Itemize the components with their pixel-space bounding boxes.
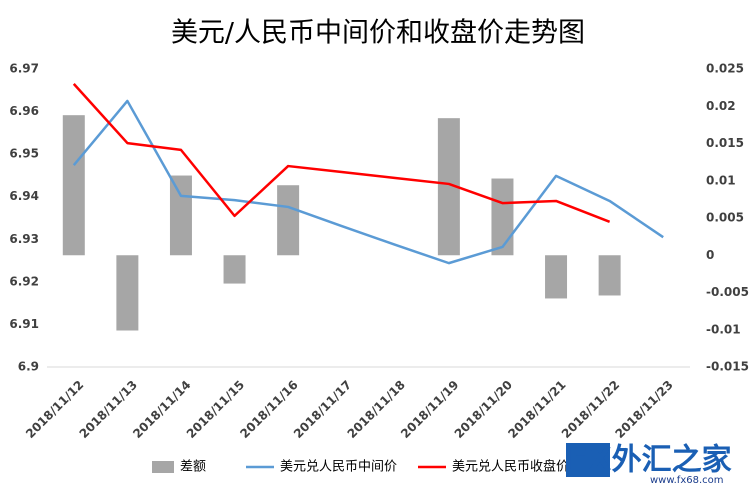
y-tick-label: 6.94 <box>9 189 39 203</box>
watermark-logo <box>566 443 610 477</box>
bar <box>62 115 85 256</box>
legend-label: 差额 <box>180 460 206 475</box>
bar <box>116 255 139 331</box>
y-tick-label: 6.97 <box>9 62 39 76</box>
y-tick-label: 6.95 <box>9 147 39 161</box>
y2-tick-label: 0 <box>706 248 714 262</box>
watermark-brand: FX外汇之家 <box>568 443 732 478</box>
legend-swatch <box>152 461 174 473</box>
line <box>72 83 611 223</box>
chart-title: 美元/人民币中间价和收盘价走势图 <box>171 18 585 49</box>
y-tick-label: 6.96 <box>9 104 39 118</box>
y2-tick-label: -0.015 <box>706 360 749 374</box>
y2-tick-label: 0.015 <box>706 136 744 150</box>
bar <box>545 255 568 299</box>
y2-tick-label: 0.02 <box>706 99 736 113</box>
bar <box>598 255 621 296</box>
y2-tick-label: -0.005 <box>706 285 749 299</box>
legend-label: 美元兑人民币收盘价 <box>452 459 569 475</box>
y-tick-label: 6.93 <box>9 232 39 246</box>
y-tick-label: 6.91 <box>9 317 39 331</box>
y-tick-label: 6.92 <box>9 274 39 288</box>
bar <box>277 185 300 256</box>
y2-tick-label: 0.025 <box>706 62 744 76</box>
y2-tick-label: 0.01 <box>706 173 736 187</box>
bar <box>223 255 246 284</box>
line <box>72 99 664 265</box>
y2-tick-label: 0.005 <box>706 211 744 225</box>
watermark-url: www.fx68.com <box>650 475 724 486</box>
bar <box>169 175 192 256</box>
bar <box>437 118 460 256</box>
bar <box>491 178 514 256</box>
y2-tick-label: -0.01 <box>706 322 741 336</box>
legend-label: 美元兑人民币中间价 <box>280 460 397 475</box>
watermark: FX外汇之家 www.fx68.com <box>566 440 754 490</box>
y-tick-label: 6.9 <box>18 360 39 374</box>
